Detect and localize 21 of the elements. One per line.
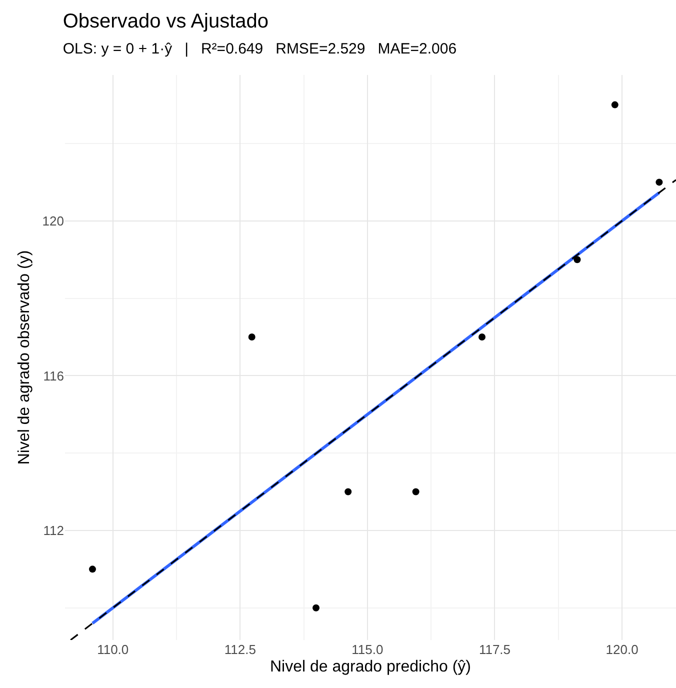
point bbox=[656, 178, 663, 186]
y-tick-label: 112 bbox=[43, 523, 64, 538]
point bbox=[248, 333, 256, 340]
x-tick-label: 120.0 bbox=[606, 642, 638, 657]
x-tick-label: 115.0 bbox=[352, 642, 384, 657]
chart-title: Observado vs Ajustado bbox=[62, 10, 269, 33]
y-tick-label: 116 bbox=[43, 368, 64, 384]
x-axis-title: Nivel de agrado predicho (ŷ) bbox=[270, 658, 471, 676]
point bbox=[312, 604, 320, 612]
point bbox=[478, 333, 486, 340]
y-tick-label: 120 bbox=[42, 213, 64, 228]
point bbox=[611, 101, 618, 108]
chart-subtitle: OLS: y = 0 + 1·ŷ | R²=0.649 RMSE=2.529 MAE=2.006 bbox=[62, 40, 457, 58]
point bbox=[574, 256, 581, 264]
point bbox=[344, 488, 352, 496]
x-tick-label: 117.5 bbox=[478, 642, 511, 657]
y-axis-title: Nivel de agrado observado (y) bbox=[16, 250, 34, 465]
x-tick-label: 110.0 bbox=[97, 642, 129, 657]
point bbox=[412, 488, 420, 496]
point bbox=[88, 566, 96, 573]
x-tick-label: 112.5 bbox=[224, 642, 256, 657]
